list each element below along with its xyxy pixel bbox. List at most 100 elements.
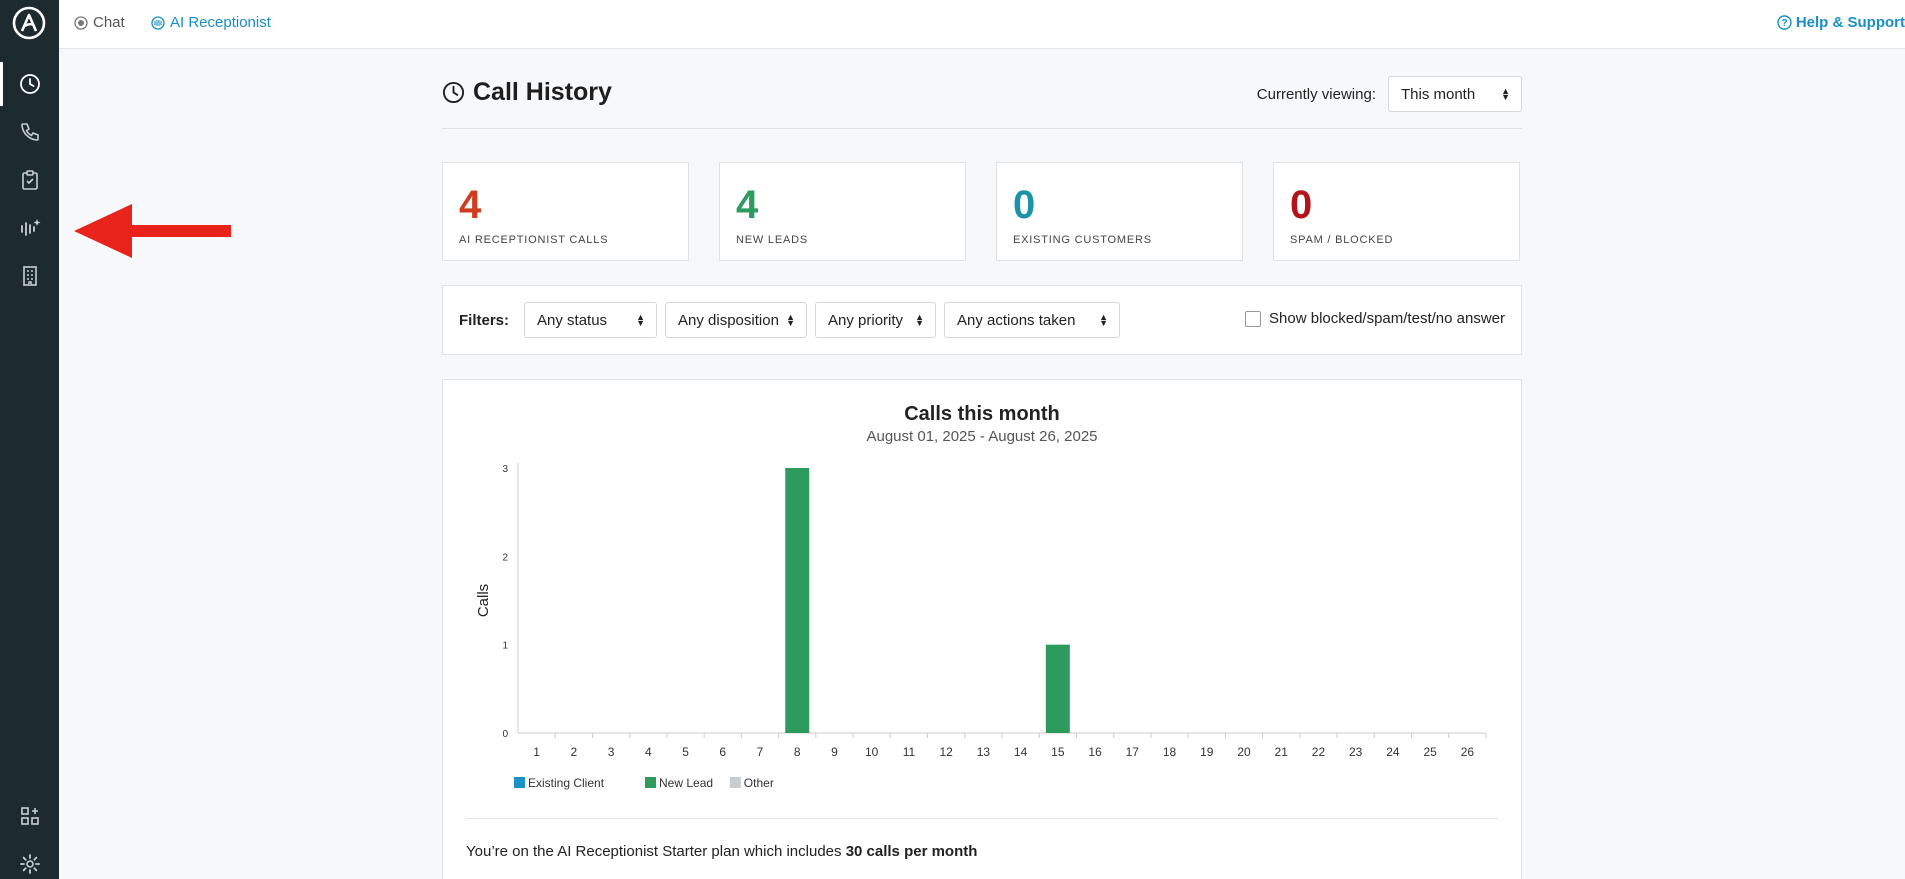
chart-divider xyxy=(466,818,1498,819)
show-blocked-checkbox[interactable] xyxy=(1245,310,1262,327)
sidebar-item-apps[interactable] xyxy=(0,794,59,838)
x-tick-label: 22 xyxy=(1312,745,1326,759)
sort-arrows-icon: ▲ ▼ xyxy=(786,312,796,328)
x-tick-label: 3 xyxy=(608,745,615,759)
tab-ai-receptionist-label: AI Receptionist xyxy=(170,14,271,31)
x-tick-label: 20 xyxy=(1237,745,1251,759)
sound-wave-sparkle-icon xyxy=(20,219,40,236)
help-support-label: Help & Support xyxy=(1795,14,1905,31)
sidebar-item-business[interactable] xyxy=(0,254,59,298)
sidebar-item-call-history[interactable] xyxy=(0,62,59,106)
stat-value: 0 xyxy=(1290,183,1313,227)
stat-spam-blocked[interactable]: 0 SPAM / BLOCKED xyxy=(1273,162,1520,261)
x-tick-label: 14 xyxy=(1014,745,1028,759)
clock-icon xyxy=(442,81,465,104)
stat-label: AI RECEPTIONIST CALLS xyxy=(459,234,609,246)
x-tick-label: 16 xyxy=(1088,745,1102,759)
actions-filter-value: Any actions taken xyxy=(957,311,1076,329)
x-tick-label: 13 xyxy=(977,745,991,759)
stat-value: 4 xyxy=(459,183,482,227)
tab-chat[interactable]: Chat xyxy=(74,14,125,31)
status-filter-select[interactable]: Any status ▲ ▼ xyxy=(524,302,658,338)
x-tick-label: 23 xyxy=(1349,745,1363,759)
period-select[interactable]: This month ▲ ▼ xyxy=(1388,76,1522,112)
ai-receptionist-icon xyxy=(151,15,165,30)
dashboard-add-icon xyxy=(20,807,39,825)
show-blocked-toggle[interactable]: Show blocked/spam/test/no answer xyxy=(1245,310,1505,327)
legend-label: Other xyxy=(744,776,774,790)
x-tick-label: 12 xyxy=(939,745,953,759)
chart-title: Calls this month xyxy=(904,403,1060,425)
chat-icon xyxy=(74,15,88,30)
x-tick-label: 25 xyxy=(1423,745,1437,759)
disposition-filter-value: Any disposition xyxy=(678,311,779,329)
legend-swatch xyxy=(514,777,525,788)
x-tick-label: 24 xyxy=(1386,745,1400,759)
x-tick-label: 15 xyxy=(1051,745,1065,759)
plan-notice-bold: 30 calls per month xyxy=(845,843,978,860)
x-tick-label: 19 xyxy=(1200,745,1214,759)
x-tick-label: 6 xyxy=(719,745,726,759)
x-tick-label: 8 xyxy=(794,745,801,759)
viewing-label: Currently viewing: xyxy=(1256,85,1376,103)
help-icon: ? xyxy=(1777,15,1792,30)
priority-filter-select[interactable]: Any priority ▲ ▼ xyxy=(815,302,937,338)
stat-ai-calls[interactable]: 4 AI RECEPTIONIST CALLS xyxy=(442,162,689,261)
app-logo-icon[interactable] xyxy=(10,4,48,42)
x-tick-label: 21 xyxy=(1275,745,1289,759)
tab-chat-label: Chat xyxy=(93,14,125,31)
building-icon xyxy=(22,266,37,286)
sort-arrows-icon: ▲ ▼ xyxy=(1099,312,1109,328)
sort-arrows-icon: ▲ ▼ xyxy=(636,312,646,328)
phone-icon xyxy=(20,123,39,141)
main-content: Call History Currently viewing: This mon… xyxy=(442,49,1522,879)
stat-label: SPAM / BLOCKED xyxy=(1290,234,1394,246)
annotation-arrow xyxy=(74,204,231,258)
x-tick-label: 5 xyxy=(682,745,689,759)
x-tick-label: 9 xyxy=(831,745,838,759)
sidebar-item-phone[interactable] xyxy=(0,110,59,154)
stats-row: 4 AI RECEPTIONIST CALLS 4 NEW LEADS 0 EX… xyxy=(442,162,1522,261)
sort-arrows-icon: ▲ ▼ xyxy=(1501,86,1510,102)
stat-label: NEW LEADS xyxy=(736,234,808,246)
show-blocked-label: Show blocked/spam/test/no answer xyxy=(1269,310,1505,327)
page-title: Call History xyxy=(442,78,612,107)
x-tick-label: 1 xyxy=(533,745,540,759)
y-tick-label: 0 xyxy=(502,729,508,740)
y-tick-label: 1 xyxy=(502,641,508,652)
tab-ai-receptionist[interactable]: AI Receptionist xyxy=(151,14,271,31)
disposition-filter-select[interactable]: Any disposition ▲ ▼ xyxy=(665,302,808,338)
stat-existing-customers[interactable]: 0 EXISTING CUSTOMERS xyxy=(996,162,1243,261)
stat-label: EXISTING CUSTOMERS xyxy=(1013,234,1152,246)
gear-icon xyxy=(19,854,40,874)
plan-notice: You’re on the AI Receptionist Starter pl… xyxy=(466,843,977,860)
bar-new-lead xyxy=(785,468,810,733)
sidebar-item-tasks[interactable] xyxy=(0,158,59,202)
x-tick-label: 26 xyxy=(1461,745,1475,759)
x-tick-label: 2 xyxy=(571,745,578,759)
viewing-control: Currently viewing: This month ▲ ▼ xyxy=(1257,76,1522,112)
y-axis-label: Calls xyxy=(475,584,492,617)
x-tick-label: 4 xyxy=(645,745,652,759)
legend-label: New Lead xyxy=(659,776,713,790)
stat-new-leads[interactable]: 4 NEW LEADS xyxy=(719,162,966,261)
priority-filter-value: Any priority xyxy=(828,311,904,329)
bar-new-lead xyxy=(1045,644,1070,733)
x-tick-label: 17 xyxy=(1126,745,1140,759)
stat-value: 4 xyxy=(736,183,759,227)
x-tick-label: 11 xyxy=(903,745,916,759)
x-tick-label: 10 xyxy=(865,745,879,759)
legend-label: Existing Client xyxy=(528,776,605,790)
y-tick-label: 2 xyxy=(502,552,508,563)
calls-chart-card: Calls this month August 01, 2025 - Augus… xyxy=(442,379,1522,879)
sort-arrows-icon: ▲ ▼ xyxy=(915,312,925,328)
actions-filter-select[interactable]: Any actions taken ▲ ▼ xyxy=(944,302,1121,338)
status-filter-value: Any status xyxy=(537,311,608,329)
help-support-link[interactable]: ? Help & Support xyxy=(1777,14,1905,31)
sidebar xyxy=(0,0,59,879)
y-tick-label: 3 xyxy=(502,464,508,475)
page-header: Call History Currently viewing: This mon… xyxy=(442,49,1522,129)
sidebar-item-ai-voice[interactable] xyxy=(0,206,59,250)
sidebar-item-settings[interactable] xyxy=(0,842,59,879)
